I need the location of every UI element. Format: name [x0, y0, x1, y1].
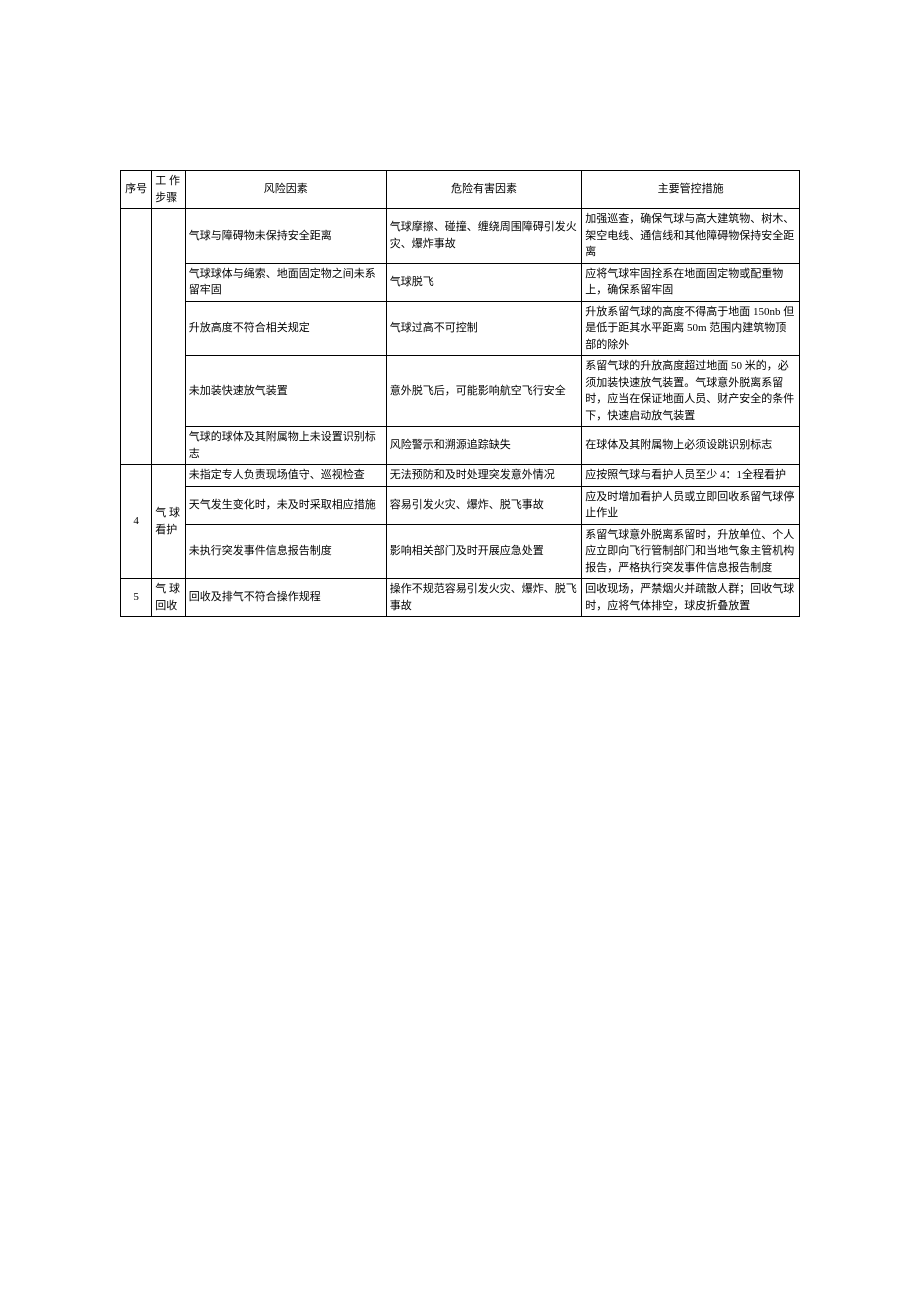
header-control: 主要管控措施 — [582, 171, 800, 209]
table-row: 未执行突发事件信息报告制度 影响相关部门及时开展应急处置 系留气球意外脱离系留时… — [121, 524, 800, 579]
table-row: 4 气 球看护 未指定专人负责现场值守、巡视检查 无法预防和及时处理突发意外情况… — [121, 465, 800, 487]
cell-hazard: 风险警示和溯源追踪缺失 — [386, 427, 581, 465]
cell-hazard: 操作不规范容易引发火灾、爆炸、脱飞事故 — [386, 579, 581, 617]
cell-risk: 升放高度不符合相关规定 — [185, 301, 386, 356]
cell-risk: 回收及排气不符合操作规程 — [185, 579, 386, 617]
header-step: 工 作步骤 — [152, 171, 186, 209]
header-risk: 风险因素 — [185, 171, 386, 209]
cell-control: 应按照气球与看护人员至少 4：1全程看护 — [582, 465, 800, 487]
cell-risk: 未加装快速放气装置 — [185, 356, 386, 427]
table-row: 5 气 球回收 回收及排气不符合操作规程 操作不规范容易引发火灾、爆炸、脱飞事故… — [121, 579, 800, 617]
cell-hazard: 气球摩擦、碰撞、缠绕周围障碍引发火灾、爆炸事故 — [386, 209, 581, 264]
cell-risk: 未执行突发事件信息报告制度 — [185, 524, 386, 579]
cell-hazard: 影响相关部门及时开展应急处置 — [386, 524, 581, 579]
cell-control: 在球体及其附属物上必须设跳识别标志 — [582, 427, 800, 465]
table-row: 升放高度不符合相关规定 气球过高不可控制 升放系留气球的高度不得高于地面 150… — [121, 301, 800, 356]
cell-risk: 未指定专人负责现场值守、巡视检查 — [185, 465, 386, 487]
cell-control: 系留气球的升放高度超过地面 50 米的，必须加装快速放气装置。气球意外脱离系留时… — [582, 356, 800, 427]
cell-step-blank — [152, 209, 186, 465]
cell-hazard: 气球过高不可控制 — [386, 301, 581, 356]
table-header-row: 序号 工 作步骤 风险因素 危险有害因素 主要管控措施 — [121, 171, 800, 209]
cell-risk: 天气发生变化时，未及时采取相应措施 — [185, 486, 386, 524]
cell-risk: 气球的球体及其附属物上未设置识别标志 — [185, 427, 386, 465]
header-seq: 序号 — [121, 171, 152, 209]
table-row: 气球球体与绳索、地面固定物之间未系留牢固 气球脱飞 应将气球牢固拴系在地面固定物… — [121, 263, 800, 301]
cell-seq-blank — [121, 209, 152, 465]
table-row: 天气发生变化时，未及时采取相应措施 容易引发火灾、爆炸、脱飞事故 应及时增加看护… — [121, 486, 800, 524]
cell-control: 系留气球意外脱离系留时，升放单位、个人应立即向飞行管制部门和当地气象主管机构报告… — [582, 524, 800, 579]
cell-control: 加强巡查，确保气球与高大建筑物、树木、架空电线、通信线和其他障碍物保持安全距离 — [582, 209, 800, 264]
cell-step: 气 球看护 — [152, 465, 186, 579]
risk-table: 序号 工 作步骤 风险因素 危险有害因素 主要管控措施 气球与障碍物未保持安全距… — [120, 170, 800, 617]
cell-step: 气 球回收 — [152, 579, 186, 617]
cell-hazard: 容易引发火灾、爆炸、脱飞事故 — [386, 486, 581, 524]
cell-hazard: 意外脱飞后，可能影响航空飞行安全 — [386, 356, 581, 427]
table-row: 未加装快速放气装置 意外脱飞后，可能影响航空飞行安全 系留气球的升放高度超过地面… — [121, 356, 800, 427]
cell-seq: 5 — [121, 579, 152, 617]
cell-risk: 气球球体与绳索、地面固定物之间未系留牢固 — [185, 263, 386, 301]
cell-risk: 气球与障碍物未保持安全距离 — [185, 209, 386, 264]
cell-control: 回收现场，严禁烟火并疏散人群；回收气球时，应将气体排空，球皮折叠放置 — [582, 579, 800, 617]
table-row: 气球的球体及其附属物上未设置识别标志 风险警示和溯源追踪缺失 在球体及其附属物上… — [121, 427, 800, 465]
cell-seq: 4 — [121, 465, 152, 579]
header-hazard: 危险有害因素 — [386, 171, 581, 209]
cell-hazard: 无法预防和及时处理突发意外情况 — [386, 465, 581, 487]
cell-control: 应及时增加看护人员或立即回收系留气球停止作业 — [582, 486, 800, 524]
cell-hazard: 气球脱飞 — [386, 263, 581, 301]
cell-control: 应将气球牢固拴系在地面固定物或配重物上，确保系留牢固 — [582, 263, 800, 301]
cell-control: 升放系留气球的高度不得高于地面 150nb 但是低于距其水平距离 50m 范围内… — [582, 301, 800, 356]
table-row: 气球与障碍物未保持安全距离 气球摩擦、碰撞、缠绕周围障碍引发火灾、爆炸事故 加强… — [121, 209, 800, 264]
